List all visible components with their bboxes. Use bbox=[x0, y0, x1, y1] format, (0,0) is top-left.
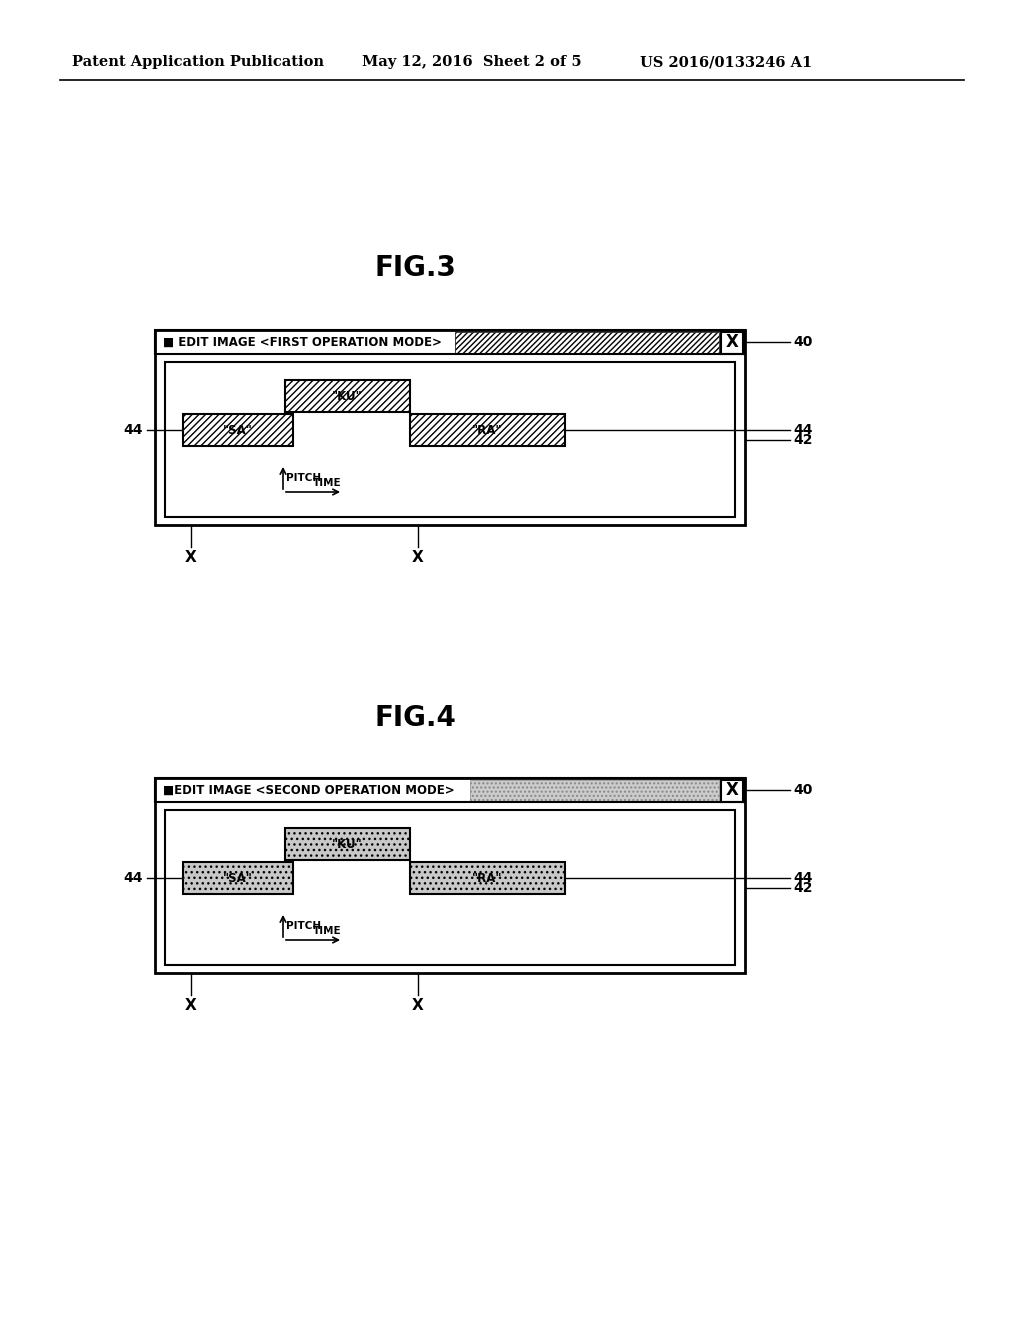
Bar bbox=[721, 780, 743, 803]
Bar bbox=[455, 333, 719, 354]
Text: FIG.3: FIG.3 bbox=[374, 253, 456, 282]
Text: Patent Application Publication: Patent Application Publication bbox=[72, 55, 324, 69]
Bar bbox=[183, 862, 293, 894]
Bar bbox=[285, 380, 410, 412]
Bar bbox=[157, 780, 472, 803]
Text: FIG.4: FIG.4 bbox=[374, 704, 456, 733]
Bar bbox=[470, 780, 719, 803]
Text: May 12, 2016  Sheet 2 of 5: May 12, 2016 Sheet 2 of 5 bbox=[362, 55, 582, 69]
Text: X: X bbox=[726, 333, 738, 351]
Text: ■EDIT IMAGE <SECOND OPERATION MODE>: ■EDIT IMAGE <SECOND OPERATION MODE> bbox=[163, 784, 455, 796]
Text: PITCH: PITCH bbox=[286, 921, 322, 931]
Text: PITCH: PITCH bbox=[286, 473, 322, 483]
Bar bbox=[157, 333, 457, 354]
Text: 44: 44 bbox=[793, 871, 812, 884]
Bar bbox=[165, 362, 735, 517]
Text: ■ EDIT IMAGE <FIRST OPERATION MODE>: ■ EDIT IMAGE <FIRST OPERATION MODE> bbox=[163, 335, 442, 348]
Text: 42: 42 bbox=[793, 433, 812, 446]
Bar bbox=[721, 333, 743, 354]
Text: 40: 40 bbox=[793, 335, 812, 348]
Text: "KU": "KU" bbox=[332, 837, 362, 850]
Text: TIME: TIME bbox=[313, 478, 342, 488]
Text: "KU": "KU" bbox=[332, 389, 362, 403]
Text: 40: 40 bbox=[793, 783, 812, 797]
Text: X: X bbox=[185, 549, 197, 565]
Text: 44: 44 bbox=[793, 422, 812, 437]
Text: X: X bbox=[412, 998, 424, 1012]
Bar bbox=[285, 828, 410, 861]
Bar bbox=[155, 777, 745, 803]
Bar bbox=[155, 330, 745, 525]
Text: 44: 44 bbox=[124, 871, 143, 884]
Text: "SA": "SA" bbox=[223, 424, 253, 437]
Bar bbox=[155, 777, 745, 973]
Text: 42: 42 bbox=[793, 880, 812, 895]
Text: "SA": "SA" bbox=[223, 871, 253, 884]
Bar bbox=[410, 862, 565, 894]
Bar bbox=[165, 810, 735, 965]
Bar bbox=[155, 330, 745, 354]
Text: TIME: TIME bbox=[313, 927, 342, 936]
Text: "RA": "RA" bbox=[472, 871, 503, 884]
Text: X: X bbox=[185, 998, 197, 1012]
Bar bbox=[183, 414, 293, 446]
Bar bbox=[410, 414, 565, 446]
Text: X: X bbox=[412, 549, 424, 565]
Text: 44: 44 bbox=[124, 422, 143, 437]
Text: US 2016/0133246 A1: US 2016/0133246 A1 bbox=[640, 55, 812, 69]
Text: "RA": "RA" bbox=[472, 424, 503, 437]
Text: X: X bbox=[726, 781, 738, 799]
